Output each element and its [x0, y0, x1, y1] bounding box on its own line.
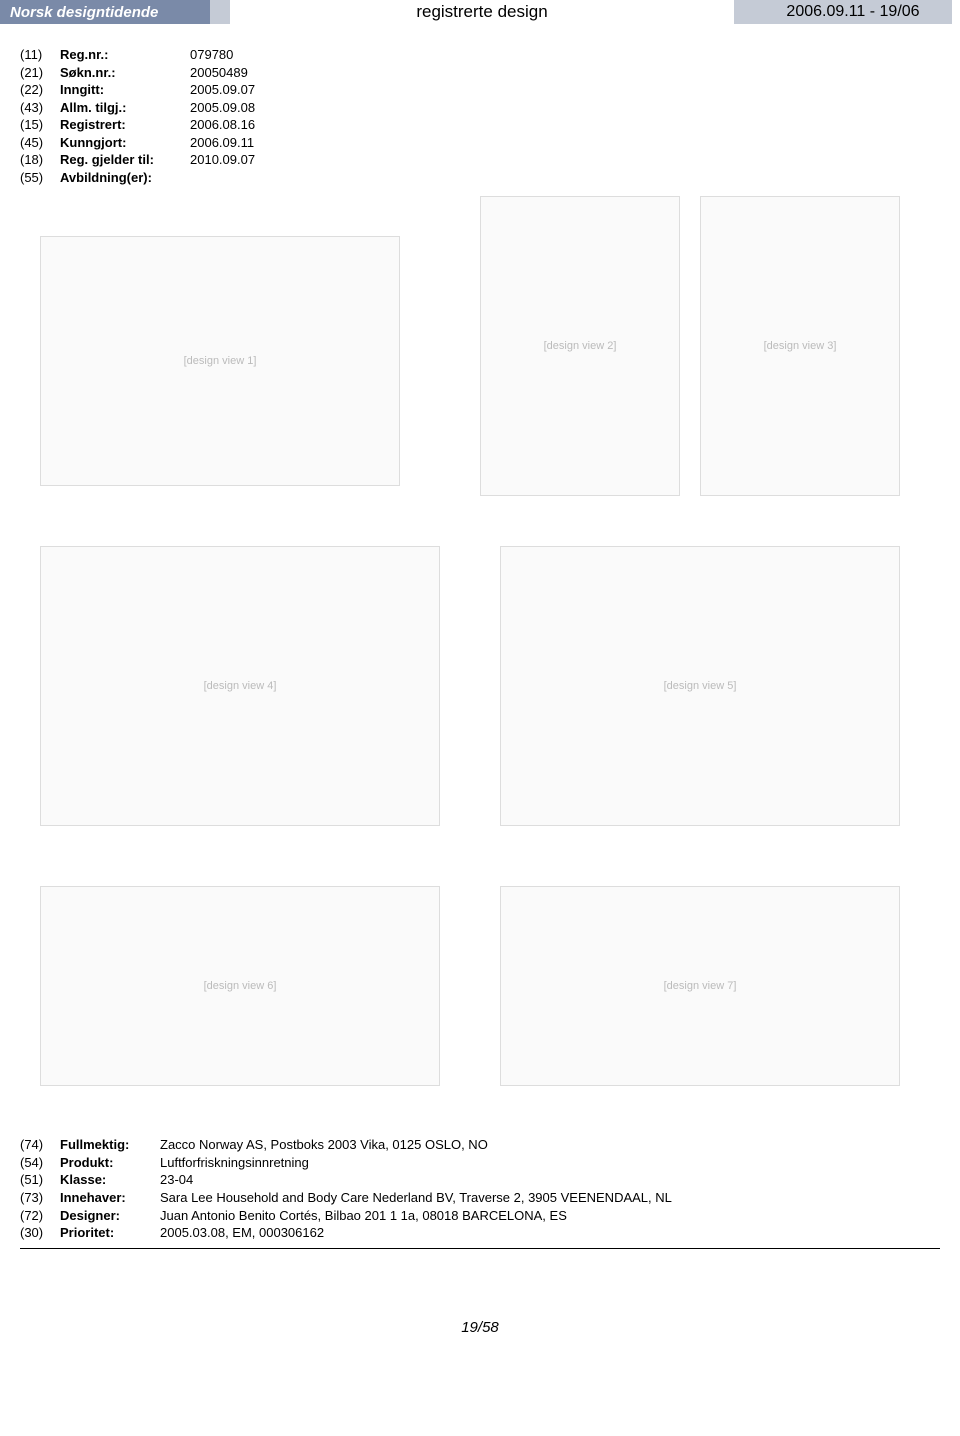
meta-code: (54) [20, 1154, 60, 1172]
design-drawing: [design view 7] [500, 886, 900, 1086]
header-gap-right [734, 0, 754, 24]
meta-code: (73) [20, 1189, 60, 1207]
meta-row: (72)Designer:Juan Antonio Benito Cortés,… [20, 1207, 940, 1225]
meta-value: 23-04 [160, 1171, 940, 1189]
header-right-edge [952, 0, 960, 24]
meta-label: Prioritet: [60, 1224, 160, 1242]
meta-value: 2005.09.08 [190, 99, 940, 117]
meta-row: (18)Reg. gjelder til:2010.09.07 [20, 151, 940, 169]
meta-label: Reg.nr.: [60, 46, 190, 64]
meta-value: 2006.08.16 [190, 116, 940, 134]
meta-label: Klasse: [60, 1171, 160, 1189]
page-content: (11)Reg.nr.:079780(21)Søkn.nr.:20050489(… [0, 24, 960, 1259]
meta-value: Luftforfriskningsinnretning [160, 1154, 940, 1172]
meta-code: (30) [20, 1224, 60, 1242]
meta-value [190, 169, 940, 187]
meta-value: 2005.03.08, EM, 000306162 [160, 1224, 940, 1242]
design-drawing: [design view 3] [700, 196, 900, 496]
meta-value: Juan Antonio Benito Cortés, Bilbao 201 1… [160, 1207, 940, 1225]
meta-value: 2006.09.11 [190, 134, 940, 152]
meta-row: (73)Innehaver:Sara Lee Household and Bod… [20, 1189, 940, 1207]
meta-code: (55) [20, 169, 60, 187]
meta-row: (45)Kunngjort:2006.09.11 [20, 134, 940, 152]
meta-row: (22)Inngitt:2005.09.07 [20, 81, 940, 99]
design-drawing: [design view 5] [500, 546, 900, 826]
meta-label: Kunngjort: [60, 134, 190, 152]
design-drawing: [design view 2] [480, 196, 680, 496]
meta-code: (18) [20, 151, 60, 169]
meta-code: (15) [20, 116, 60, 134]
meta-code: (51) [20, 1171, 60, 1189]
meta-label: Fullmektig: [60, 1136, 160, 1154]
meta-label: Reg. gjelder til: [60, 151, 190, 169]
meta-row: (51)Klasse:23-04 [20, 1171, 940, 1189]
meta-label: Produkt: [60, 1154, 160, 1172]
design-drawing: [design view 1] [40, 236, 400, 486]
meta-row: (54)Produkt:Luftforfriskningsinnretning [20, 1154, 940, 1172]
page-number: 19/58 [0, 1319, 960, 1356]
meta-label: Allm. tilgj.: [60, 99, 190, 117]
meta-row: (74)Fullmektig:Zacco Norway AS, Postboks… [20, 1136, 940, 1154]
header-gap-left [210, 0, 230, 24]
meta-row: (15)Registrert:2006.08.16 [20, 116, 940, 134]
meta-row: (11)Reg.nr.:079780 [20, 46, 940, 64]
meta-row: (55)Avbildning(er): [20, 169, 940, 187]
meta-value: Zacco Norway AS, Postboks 2003 Vika, 012… [160, 1136, 940, 1154]
meta-label: Registrert: [60, 116, 190, 134]
meta-label: Inngitt: [60, 81, 190, 99]
meta-code: (22) [20, 81, 60, 99]
design-drawing: [design view 6] [40, 886, 440, 1086]
registration-metadata-top: (11)Reg.nr.:079780(21)Søkn.nr.:20050489(… [20, 46, 940, 186]
meta-value: 20050489 [190, 64, 940, 82]
meta-code: (43) [20, 99, 60, 117]
meta-code: (11) [20, 46, 60, 64]
header-center-title: registrerte design [230, 0, 734, 24]
meta-label: Designer: [60, 1207, 160, 1225]
design-drawings-area: [design view 1][design view 2][design vi… [20, 196, 940, 1116]
meta-row: (21)Søkn.nr.:20050489 [20, 64, 940, 82]
meta-label: Avbildning(er): [60, 169, 190, 187]
meta-code: (74) [20, 1136, 60, 1154]
meta-value: 079780 [190, 46, 940, 64]
meta-code: (45) [20, 134, 60, 152]
header-date-range: 2006.09.11 - 19/06 [754, 0, 952, 24]
meta-label: Innehaver: [60, 1189, 160, 1207]
meta-value: Sara Lee Household and Body Care Nederla… [160, 1189, 940, 1207]
design-drawing: [design view 4] [40, 546, 440, 826]
registration-metadata-bottom: (74)Fullmektig:Zacco Norway AS, Postboks… [20, 1136, 940, 1241]
header-bar: Norsk designtidende registrerte design 2… [0, 0, 960, 24]
meta-label: Søkn.nr.: [60, 64, 190, 82]
meta-code: (72) [20, 1207, 60, 1225]
meta-value: 2010.09.07 [190, 151, 940, 169]
meta-row: (43)Allm. tilgj.:2005.09.08 [20, 99, 940, 117]
publication-logo: Norsk designtidende [0, 0, 210, 24]
meta-row: (30)Prioritet:2005.03.08, EM, 000306162 [20, 1224, 940, 1242]
separator-line [20, 1248, 940, 1249]
meta-code: (21) [20, 64, 60, 82]
meta-value: 2005.09.07 [190, 81, 940, 99]
